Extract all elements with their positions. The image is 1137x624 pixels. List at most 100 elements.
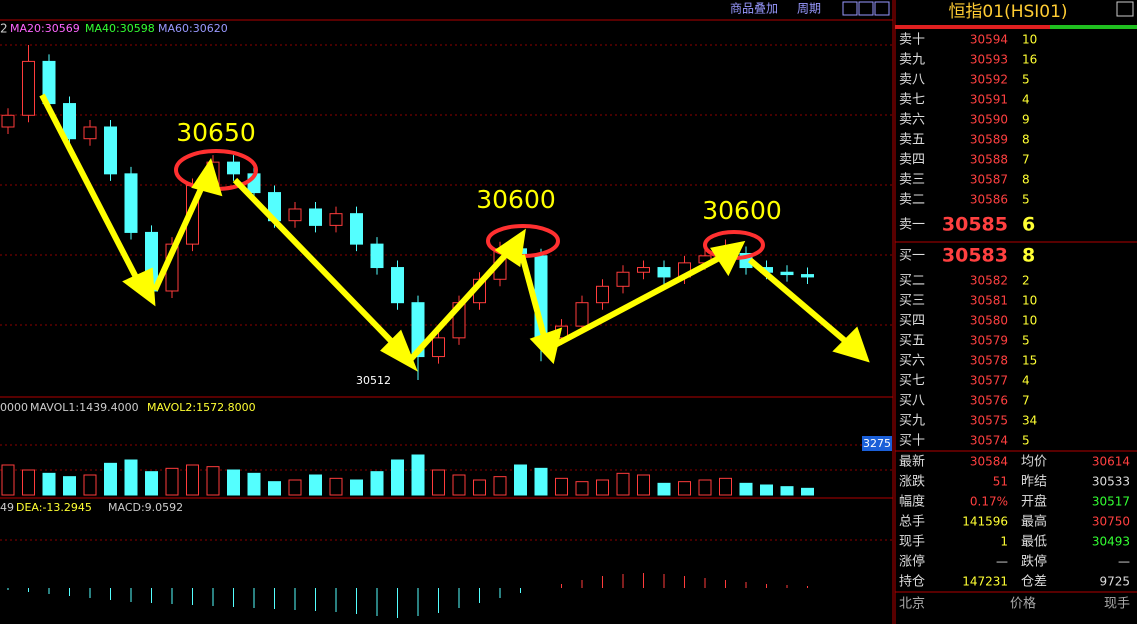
toolbar-overlay[interactable]: 商品叠加 — [730, 1, 778, 16]
row-qty: 34 — [1022, 414, 1037, 428]
stat-value: 141596 — [962, 515, 1008, 529]
stat-label: 最低 — [1021, 535, 1047, 550]
stat-value: 30533 — [1092, 475, 1130, 489]
volume-bar — [186, 464, 199, 496]
row-qty: 8 — [1022, 133, 1030, 147]
volume-bar — [780, 486, 794, 496]
stat-value: 30493 — [1092, 535, 1130, 549]
footer-header: 现手 — [1104, 597, 1130, 612]
volume-bar — [698, 479, 712, 496]
row-qty: 4 — [1022, 93, 1030, 107]
row-price: 30575 — [970, 414, 1008, 428]
row-qty: 10 — [1022, 294, 1037, 308]
trend-arrows — [39, 93, 870, 372]
volume-bar — [534, 467, 548, 496]
low-label: 30512 — [356, 374, 391, 387]
stat-label: 持仓 — [899, 575, 925, 590]
row-qty: 4 — [1022, 374, 1030, 388]
volume-bar — [145, 471, 158, 496]
volume-bar — [575, 481, 589, 496]
price-grid — [0, 44, 893, 541]
row-qty: 5 — [1022, 334, 1030, 348]
volume-bar — [596, 479, 609, 496]
close-button[interactable] — [1116, 1, 1134, 17]
volume-bar — [124, 459, 138, 496]
volume-bar — [678, 481, 691, 496]
annotation: 30600 — [476, 185, 556, 214]
stat-label: 仓差 — [1021, 575, 1047, 590]
row-price: 30589 — [970, 133, 1008, 147]
row-label: 买九 — [899, 414, 925, 429]
macd-value: MACD:9.0592 — [108, 501, 183, 514]
stat-label: 开盘 — [1021, 494, 1047, 510]
candle-body — [657, 267, 671, 278]
volume-bar — [473, 479, 486, 496]
vol-lead: 0000 — [0, 401, 28, 414]
row-qty: 10 — [1022, 33, 1037, 47]
volume-bar — [247, 472, 261, 496]
stat-value: 51 — [993, 475, 1008, 489]
row-qty: 5 — [1022, 193, 1030, 207]
row-label: 卖五 — [899, 133, 925, 148]
volume-bar — [411, 454, 425, 496]
candle-body — [616, 271, 630, 287]
candle-body — [63, 103, 76, 140]
candle-body — [637, 267, 650, 273]
row-label: 卖六 — [899, 113, 925, 128]
row-label: 买七 — [899, 374, 925, 389]
toolbar-period[interactable]: 周期 — [797, 2, 821, 16]
candle-body — [22, 60, 35, 116]
row-price: 30591 — [970, 93, 1008, 107]
volume-bar — [391, 459, 404, 496]
volume-bar — [493, 476, 507, 496]
footer-header: 北京 — [899, 597, 925, 612]
volume-bar — [801, 487, 814, 496]
annotation: 30600 — [702, 196, 782, 225]
volume-bar — [760, 484, 773, 496]
row-price: 30579 — [970, 334, 1008, 348]
volume-bar — [104, 462, 117, 496]
ma60: MA60:30620 — [158, 22, 228, 35]
quote-title: 恒指01(HSI01) — [948, 2, 1067, 22]
row-qty: 5 — [1022, 73, 1030, 87]
row-price: 30590 — [970, 113, 1008, 127]
row-label: 买十 — [899, 434, 925, 449]
candle-body — [1, 114, 15, 128]
candle-body — [801, 274, 814, 278]
volume-bar — [350, 479, 363, 496]
candle-body — [780, 271, 794, 276]
nav-buttons[interactable] — [842, 1, 890, 16]
row-label: 买六 — [899, 354, 925, 369]
row-qty: 8 — [1022, 173, 1030, 187]
ma40: MA40:30598 — [85, 22, 155, 35]
stat-value: 30614 — [1092, 455, 1130, 469]
candle-body — [370, 243, 384, 269]
stat-value: 30517 — [1092, 495, 1130, 509]
candle-body — [391, 267, 404, 304]
candle-body — [350, 213, 363, 245]
volume-bar — [637, 474, 650, 496]
row-label: 卖八 — [899, 73, 925, 88]
volume-bar — [514, 464, 527, 496]
row-price: 30574 — [970, 434, 1008, 448]
stat-label: 现手 — [899, 535, 925, 550]
volume-bar — [1, 464, 15, 496]
candle-body — [227, 161, 240, 175]
row-qty: 15 — [1022, 354, 1037, 368]
vol-tag-box — [862, 436, 892, 451]
candle-body — [432, 337, 445, 358]
row-label: 买一 — [899, 249, 925, 264]
volume-bar — [227, 469, 240, 496]
row-price: 30585 — [942, 214, 1008, 236]
stat-value: 0.17% — [970, 495, 1008, 509]
row-label: 买八 — [899, 394, 925, 409]
stat-value: 30584 — [970, 455, 1008, 469]
stat-label: 昨结 — [1021, 475, 1047, 490]
volume-bar — [329, 477, 343, 496]
stat-value: — — [1118, 555, 1130, 569]
row-label: 买三 — [899, 294, 925, 309]
dea: DEA:-13.2945 — [16, 501, 92, 514]
candle-body — [575, 302, 589, 327]
